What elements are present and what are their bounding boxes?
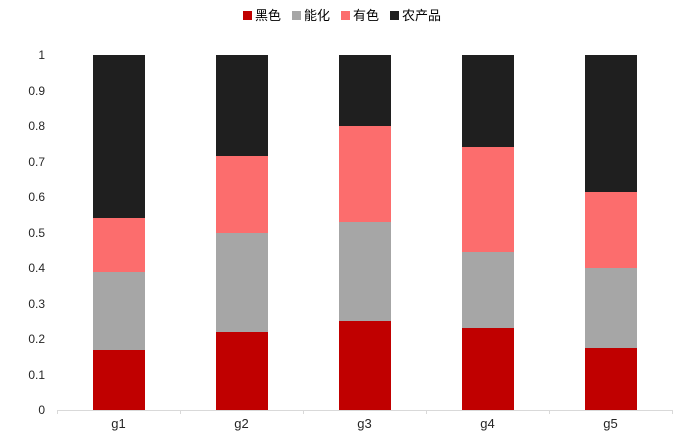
chart-legend: 黑色 能化 有色 农产品 bbox=[0, 9, 684, 22]
x-tick-label: g5 bbox=[603, 416, 618, 431]
x-axis-tick bbox=[672, 410, 673, 414]
plot-area bbox=[57, 55, 673, 414]
legend-item-2: 能化 bbox=[291, 8, 330, 23]
bar-segment bbox=[338, 221, 391, 322]
legend-label: 能化 bbox=[303, 8, 330, 23]
x-axis-tick bbox=[57, 410, 58, 414]
x-axis-labels: g1 g2 g3 g4 g5 bbox=[57, 416, 672, 431]
bar-segment bbox=[584, 55, 637, 192]
legend-item-4: 农产品 bbox=[390, 9, 441, 22]
legend-label: 黑色 bbox=[254, 8, 281, 23]
bar-segment bbox=[461, 147, 514, 253]
bar-g3 bbox=[338, 55, 391, 410]
x-axis-tick bbox=[303, 410, 304, 414]
legend-item-1: 黑色 bbox=[242, 8, 281, 23]
x-tick-label: g1 bbox=[111, 416, 126, 431]
x-axis-tick bbox=[426, 410, 427, 414]
x-axis-tick bbox=[549, 410, 550, 414]
bar-g2 bbox=[215, 55, 268, 410]
bar-segment bbox=[338, 55, 391, 127]
y-tick-label: 0.9 bbox=[28, 83, 45, 98]
category-cell-g2 bbox=[180, 55, 303, 410]
legend-label: 农产品 bbox=[402, 8, 442, 23]
legend-label: 有色 bbox=[353, 8, 380, 23]
bar-segment bbox=[215, 55, 268, 157]
bar-segment bbox=[92, 218, 145, 272]
x-tick-label: g3 bbox=[357, 416, 372, 431]
bar-segment bbox=[584, 268, 637, 348]
bar-g5 bbox=[584, 55, 637, 410]
bar-segment bbox=[215, 156, 268, 233]
y-tick-label: 0.5 bbox=[28, 225, 45, 240]
category-cell-g3 bbox=[303, 55, 426, 410]
bars-container bbox=[57, 55, 672, 410]
x-tick-label: g4 bbox=[480, 416, 495, 431]
y-tick-label: 0.2 bbox=[28, 332, 45, 346]
y-tick-label: 0.6 bbox=[28, 190, 45, 204]
x-tick-label: g2 bbox=[234, 416, 249, 431]
y-tick-label: 1 bbox=[38, 48, 45, 62]
legend-item-3: 有色 bbox=[341, 9, 379, 22]
bar-segment bbox=[215, 331, 268, 410]
category-cell-g5 bbox=[549, 55, 672, 410]
y-tick-label: 0.3 bbox=[28, 296, 45, 311]
legend-swatch-icon bbox=[242, 11, 252, 20]
bar-g4 bbox=[461, 55, 514, 410]
bar-segment bbox=[92, 55, 145, 219]
bar-segment bbox=[584, 191, 637, 268]
y-tick-label: 0 bbox=[38, 403, 45, 417]
bar-segment bbox=[461, 328, 514, 410]
bar-segment bbox=[338, 321, 391, 410]
legend-swatch-icon bbox=[341, 11, 350, 20]
category-cell-g1 bbox=[57, 55, 180, 410]
bar-segment bbox=[92, 271, 145, 350]
legend-swatch-icon bbox=[291, 11, 301, 20]
y-axis-labels: 0 0.1 0.2 0.3 0.4 0.5 0.6 0.7 0.8 0.9 1 bbox=[0, 48, 45, 417]
bar-segment bbox=[461, 55, 514, 148]
bar-g1 bbox=[92, 55, 145, 410]
y-tick-label: 0.4 bbox=[28, 261, 45, 275]
bar-segment bbox=[338, 126, 391, 222]
bar-segment bbox=[215, 232, 268, 332]
category-cell-g4 bbox=[426, 55, 549, 410]
legend-swatch-icon bbox=[390, 11, 400, 20]
bar-segment bbox=[461, 252, 514, 329]
y-tick-label: 0.7 bbox=[28, 154, 45, 169]
x-axis-tick bbox=[180, 410, 181, 414]
y-tick-label: 0.1 bbox=[28, 367, 45, 382]
y-tick-label: 0.8 bbox=[28, 119, 45, 133]
bar-segment bbox=[92, 349, 145, 410]
bar-segment bbox=[584, 347, 637, 410]
